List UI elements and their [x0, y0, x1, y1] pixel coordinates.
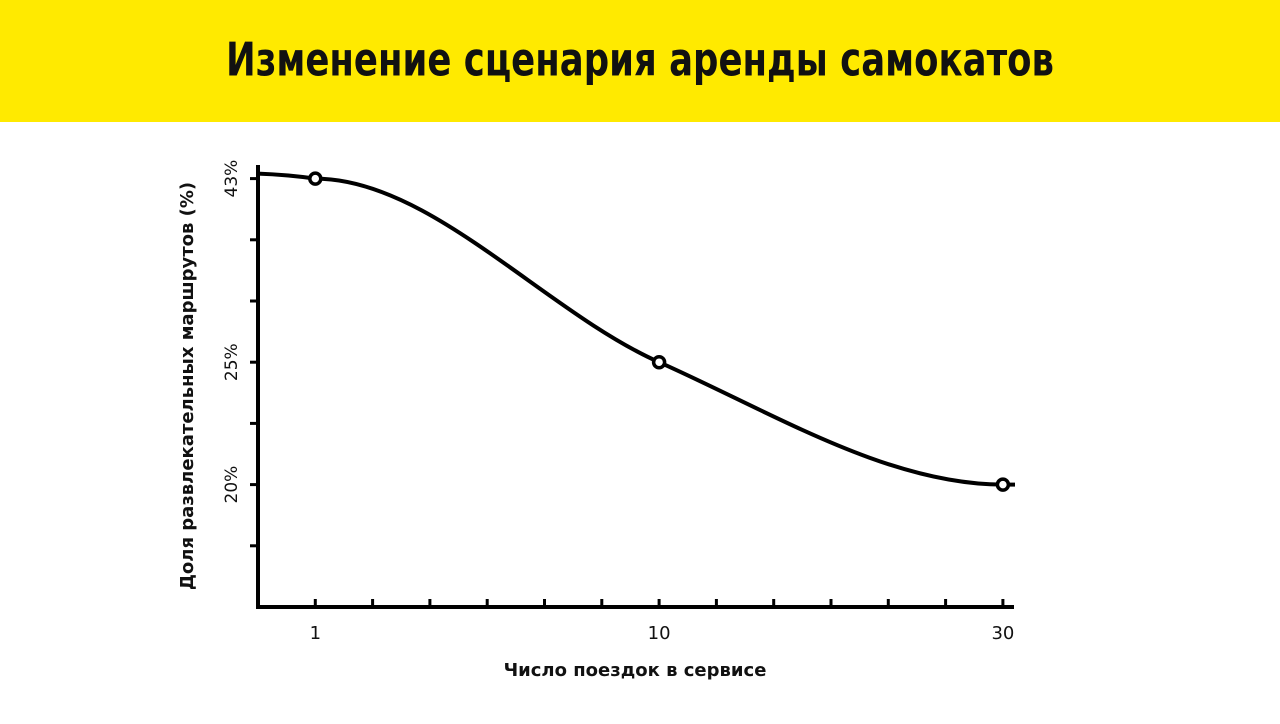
- title-band: [0, 0, 1280, 122]
- y-axis-label: Доля развлекательных маршрутов (%): [177, 182, 198, 590]
- x-tick-label: 10: [648, 623, 671, 644]
- y-tick-label: 25%: [222, 343, 242, 381]
- point: [308, 171, 323, 186]
- curve-lead: [257, 171, 316, 181]
- point: [651, 354, 667, 370]
- x-tick-label: 30: [991, 623, 1014, 644]
- y-tick-label: 20%: [222, 466, 242, 504]
- x-tick-label: 1: [310, 623, 321, 644]
- y-tick-label: 43%: [222, 160, 242, 198]
- x-axis-label: Число поездок в сервисе: [504, 660, 767, 681]
- chart-title: Изменение сценария аренды самокатов: [226, 33, 1054, 87]
- line: [315, 176, 1003, 487]
- point: [995, 477, 1011, 492]
